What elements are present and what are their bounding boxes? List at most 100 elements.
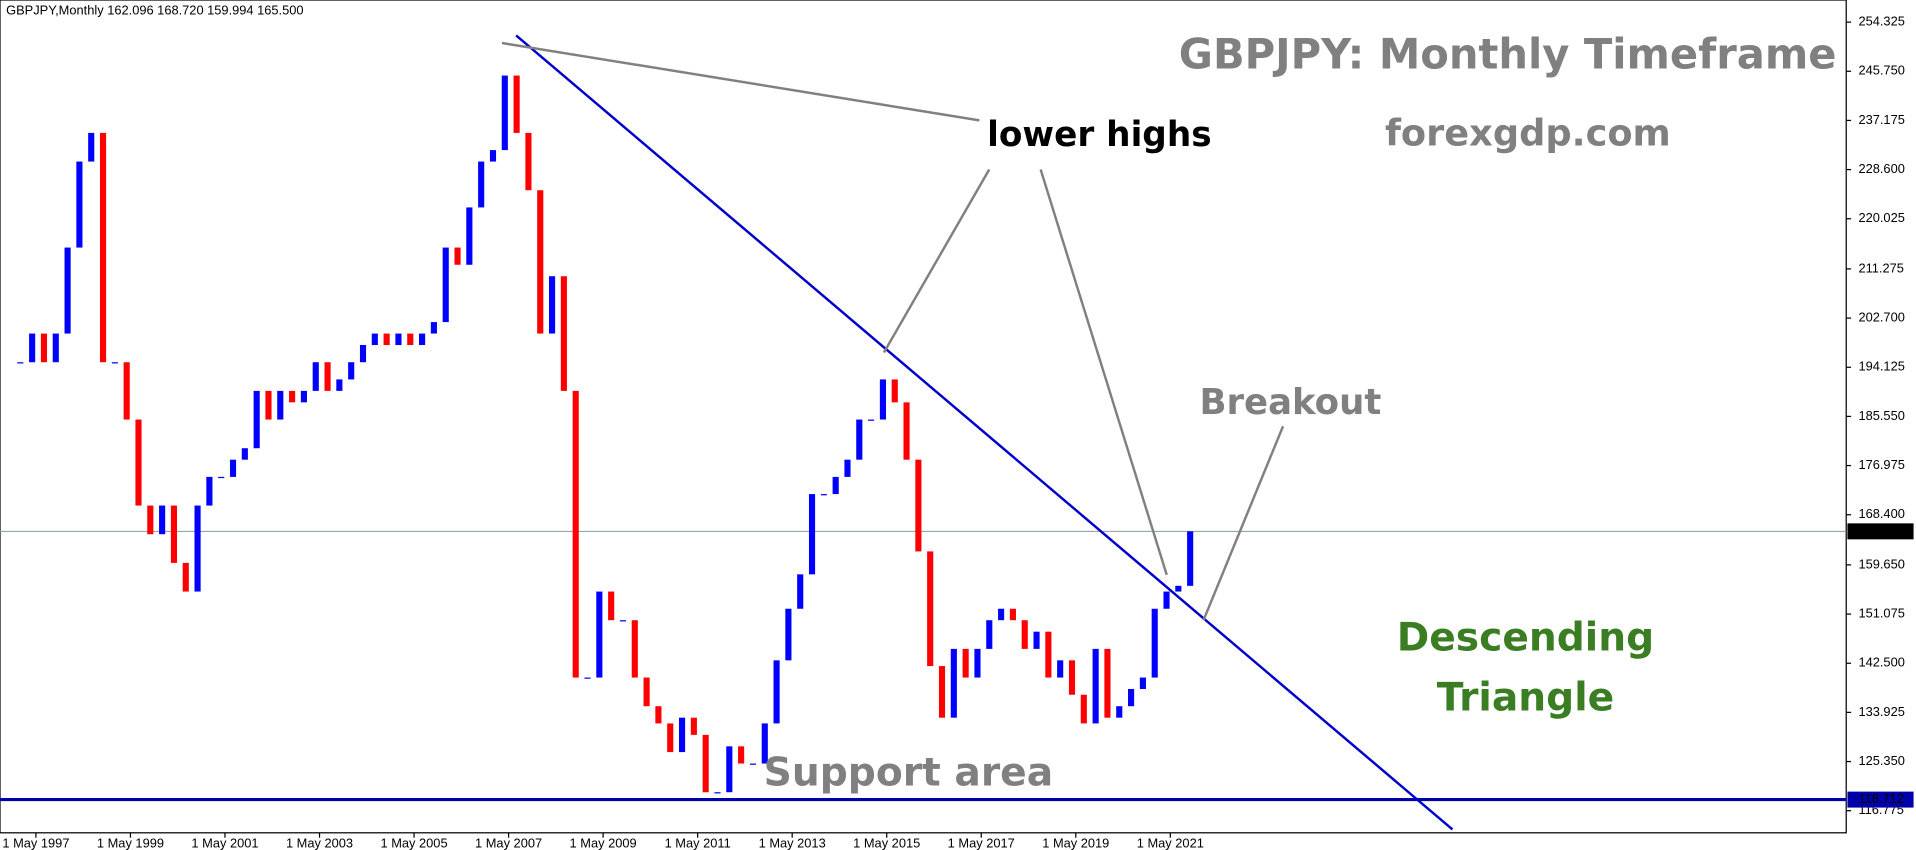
candle — [359, 345, 367, 363]
candle — [1033, 631, 1040, 649]
candle — [76, 161, 83, 248]
candle — [1139, 677, 1146, 690]
candle — [619, 620, 627, 622]
annotation: Breakout — [1199, 382, 1381, 423]
candle — [1092, 648, 1099, 724]
candle — [891, 379, 898, 403]
annotation-arrow — [1202, 425, 1285, 621]
x-tick-label: 1 May 2003 — [286, 835, 353, 850]
y-tick-label: 220.025 — [1858, 210, 1904, 225]
y-tick-label: 133.925 — [1858, 704, 1904, 719]
annotation-arrow — [501, 41, 980, 122]
candle — [52, 333, 59, 363]
annotation: lower highs — [987, 115, 1212, 155]
candle — [903, 402, 910, 460]
candle — [761, 723, 768, 764]
candle — [525, 132, 532, 191]
candle — [64, 247, 71, 334]
candle — [844, 459, 851, 477]
candle — [88, 132, 95, 162]
candle — [1045, 631, 1052, 678]
candle — [702, 734, 709, 793]
annotation: Triangle — [1437, 676, 1615, 721]
y-tick-label: 211.275 — [1858, 260, 1903, 275]
candle — [489, 150, 497, 162]
candle — [40, 333, 48, 363]
y-tick-label: 125.350 — [1858, 753, 1904, 768]
candle — [312, 362, 319, 391]
x-tick-label: 1 May 2009 — [570, 835, 637, 850]
candle — [631, 620, 638, 678]
x-tick-label: 1 May 2017 — [948, 835, 1015, 850]
candle — [915, 459, 922, 552]
candle — [655, 706, 662, 724]
y-tick-label: 237.175 — [1858, 112, 1904, 127]
candle — [135, 419, 142, 506]
candle — [159, 505, 166, 535]
annotation: Descending — [1397, 615, 1654, 660]
y-tick-label: 168.400 — [1858, 506, 1904, 521]
candle — [1057, 660, 1064, 678]
plot-frame — [0, 0, 1847, 834]
candle — [797, 574, 804, 609]
candle — [206, 476, 213, 506]
x-tick-label: 1 May 2007 — [475, 835, 542, 850]
chart-subtitle: forexgdp.com — [1385, 112, 1671, 155]
candle — [513, 75, 520, 133]
x-tick-label: 1 May 2001 — [191, 835, 258, 850]
candle — [324, 362, 331, 391]
x-tick-label: 1 May 2015 — [853, 835, 920, 850]
y-tick-label: 228.600 — [1858, 161, 1904, 176]
candle — [832, 476, 839, 495]
y-tick-label: 185.550 — [1858, 408, 1904, 423]
candle — [17, 362, 24, 364]
candle — [383, 333, 390, 346]
candle — [111, 362, 118, 364]
candle — [879, 379, 886, 420]
candle — [1187, 531, 1194, 586]
candle — [1104, 648, 1111, 718]
candle — [596, 591, 603, 678]
candle — [182, 562, 189, 592]
candle — [1068, 660, 1076, 695]
price-label: 165.500 — [1858, 523, 1904, 538]
y-tick-label: 151.075 — [1858, 605, 1904, 620]
x-tick-label: 1 May 2019 — [1042, 835, 1109, 850]
candle — [147, 505, 154, 535]
candle — [229, 459, 237, 477]
candle — [1175, 585, 1182, 592]
candle — [714, 792, 721, 794]
price-label: 118.712 — [1858, 791, 1903, 806]
x-tick-label: 1 May 2005 — [381, 835, 448, 850]
candle — [678, 717, 686, 753]
y-tick-label: 176.975 — [1858, 457, 1904, 472]
candle — [738, 746, 745, 764]
candle — [478, 161, 485, 208]
candle — [289, 390, 296, 403]
candle — [300, 390, 307, 403]
candle — [170, 505, 178, 563]
chart-title: GBPJPY: Monthly Timeframe — [1179, 30, 1837, 79]
candle — [419, 333, 426, 346]
candle — [442, 247, 449, 323]
chart-header: GBPJPY,Monthly 162.096 168.720 159.994 1… — [6, 2, 303, 17]
candle — [194, 505, 201, 592]
candle — [501, 75, 508, 151]
candle — [962, 648, 969, 678]
candle — [29, 333, 36, 363]
candle — [1128, 689, 1135, 707]
candle — [466, 207, 473, 265]
candle — [407, 333, 414, 346]
candle — [371, 333, 378, 346]
candle — [253, 390, 260, 449]
y-tick-label: 194.125 — [1858, 359, 1904, 374]
annotation-arrow — [882, 168, 991, 354]
candle — [277, 390, 284, 420]
candle — [1009, 608, 1016, 621]
price-label-box — [1847, 791, 1914, 808]
candle — [218, 476, 225, 479]
candle — [560, 276, 567, 391]
candle — [549, 276, 556, 334]
y-tick-label: 159.650 — [1858, 556, 1904, 571]
